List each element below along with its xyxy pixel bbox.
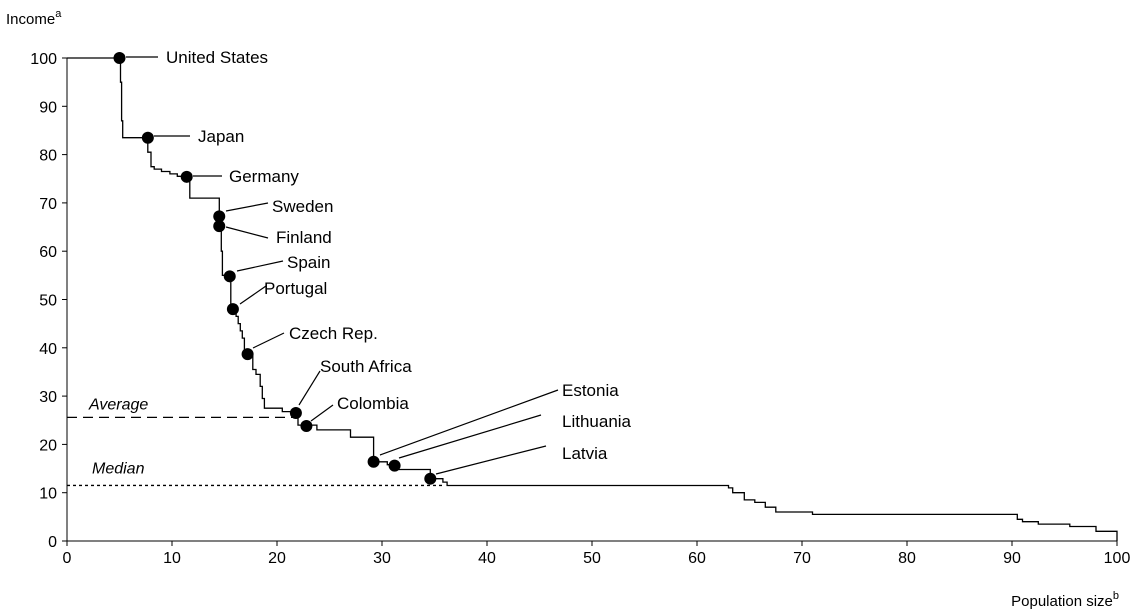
y-axis-title: Incomea: [6, 8, 62, 28]
x-axis-title-sup: b: [1113, 590, 1119, 602]
x-tick-label: 90: [1003, 550, 1021, 567]
point-sweden: [213, 210, 226, 223]
y-tick-label: 90: [39, 99, 57, 116]
x-axis-title: Population sizeb: [1011, 590, 1119, 610]
label-estonia: Estonia: [562, 381, 619, 400]
leader-line-finland: [225, 226, 269, 239]
leader-line-estonia: [379, 389, 559, 456]
y-tick-label: 30: [39, 389, 57, 406]
y-tick-label: 10: [39, 486, 57, 503]
label-germany: Germany: [229, 167, 299, 186]
x-tick-label: 30: [373, 550, 391, 567]
label-latvia: Latvia: [562, 444, 608, 463]
y-axis-title-text: Income: [6, 11, 55, 28]
x-axis-title-text: Population size: [1011, 593, 1113, 610]
label-japan: Japan: [198, 127, 244, 146]
point-japan: [141, 131, 154, 144]
y-tick-label: 20: [39, 437, 57, 454]
leader-line-south-africa: [298, 370, 321, 406]
reference-label-average: Average: [88, 396, 148, 413]
leader-line-latvia: [435, 445, 547, 475]
y-tick-label: 50: [39, 293, 57, 310]
y-axis-title-sup: a: [55, 8, 62, 20]
point-spain: [223, 270, 236, 283]
y-tick-label: 80: [39, 148, 57, 165]
x-tick-label: 50: [583, 550, 601, 567]
y-tick-label: 0: [48, 534, 57, 551]
point-south-africa: [289, 407, 302, 420]
country-points: United States Japan Germany Sweden Finland Sp…: [113, 48, 632, 485]
y-tick-label: 60: [39, 244, 57, 261]
y-ticks: 0 10 20 30 40 50 60 70 80 90 100: [30, 51, 67, 551]
x-tick-label: 100: [1104, 550, 1131, 567]
label-finland: Finland: [276, 228, 332, 247]
y-tick-label: 100: [30, 51, 57, 68]
x-tick-label: 20: [268, 550, 286, 567]
x-ticks: 0 10 20 30 40 50 60 70 80 90 100: [63, 541, 1131, 567]
label-czech-rep: Czech Rep.: [289, 324, 378, 343]
point-lithuania: [388, 459, 401, 472]
reference-label-median: Median: [92, 460, 145, 477]
x-tick-label: 40: [478, 550, 496, 567]
point-united-states: [113, 52, 126, 64]
x-tick-label: 70: [793, 550, 811, 567]
point-finland: [213, 220, 226, 233]
x-tick-label: 80: [898, 550, 916, 567]
x-tick-label: 10: [163, 550, 181, 567]
label-south-africa: South Africa: [320, 357, 412, 376]
leader-line-spain: [236, 260, 284, 272]
income-step-line: [67, 57, 1118, 541]
leader-line-portugal: [239, 285, 267, 305]
x-tick-label: 60: [688, 550, 706, 567]
label-portugal: Portugal: [264, 279, 327, 298]
label-united-states: United States: [166, 48, 268, 67]
label-spain: Spain: [287, 253, 330, 272]
y-tick-label: 70: [39, 196, 57, 213]
point-czech-rep: [241, 348, 254, 361]
point-germany: [180, 170, 193, 183]
leader-line-czech-rep: [252, 332, 285, 349]
point-latvia: [424, 472, 437, 485]
x-tick-label: 0: [63, 550, 72, 567]
leader-line-lithuania: [398, 414, 542, 459]
leader-line-colombia: [310, 404, 334, 422]
label-colombia: Colombia: [337, 394, 409, 413]
leader-line-sweden: [225, 202, 269, 212]
point-portugal: [226, 303, 239, 316]
point-colombia: [300, 420, 313, 433]
label-lithuania: Lithuania: [562, 412, 632, 431]
label-sweden: Sweden: [272, 197, 333, 216]
y-tick-label: 40: [39, 341, 57, 358]
reference-lines: Average Median: [67, 396, 445, 487]
point-estonia: [367, 455, 380, 468]
